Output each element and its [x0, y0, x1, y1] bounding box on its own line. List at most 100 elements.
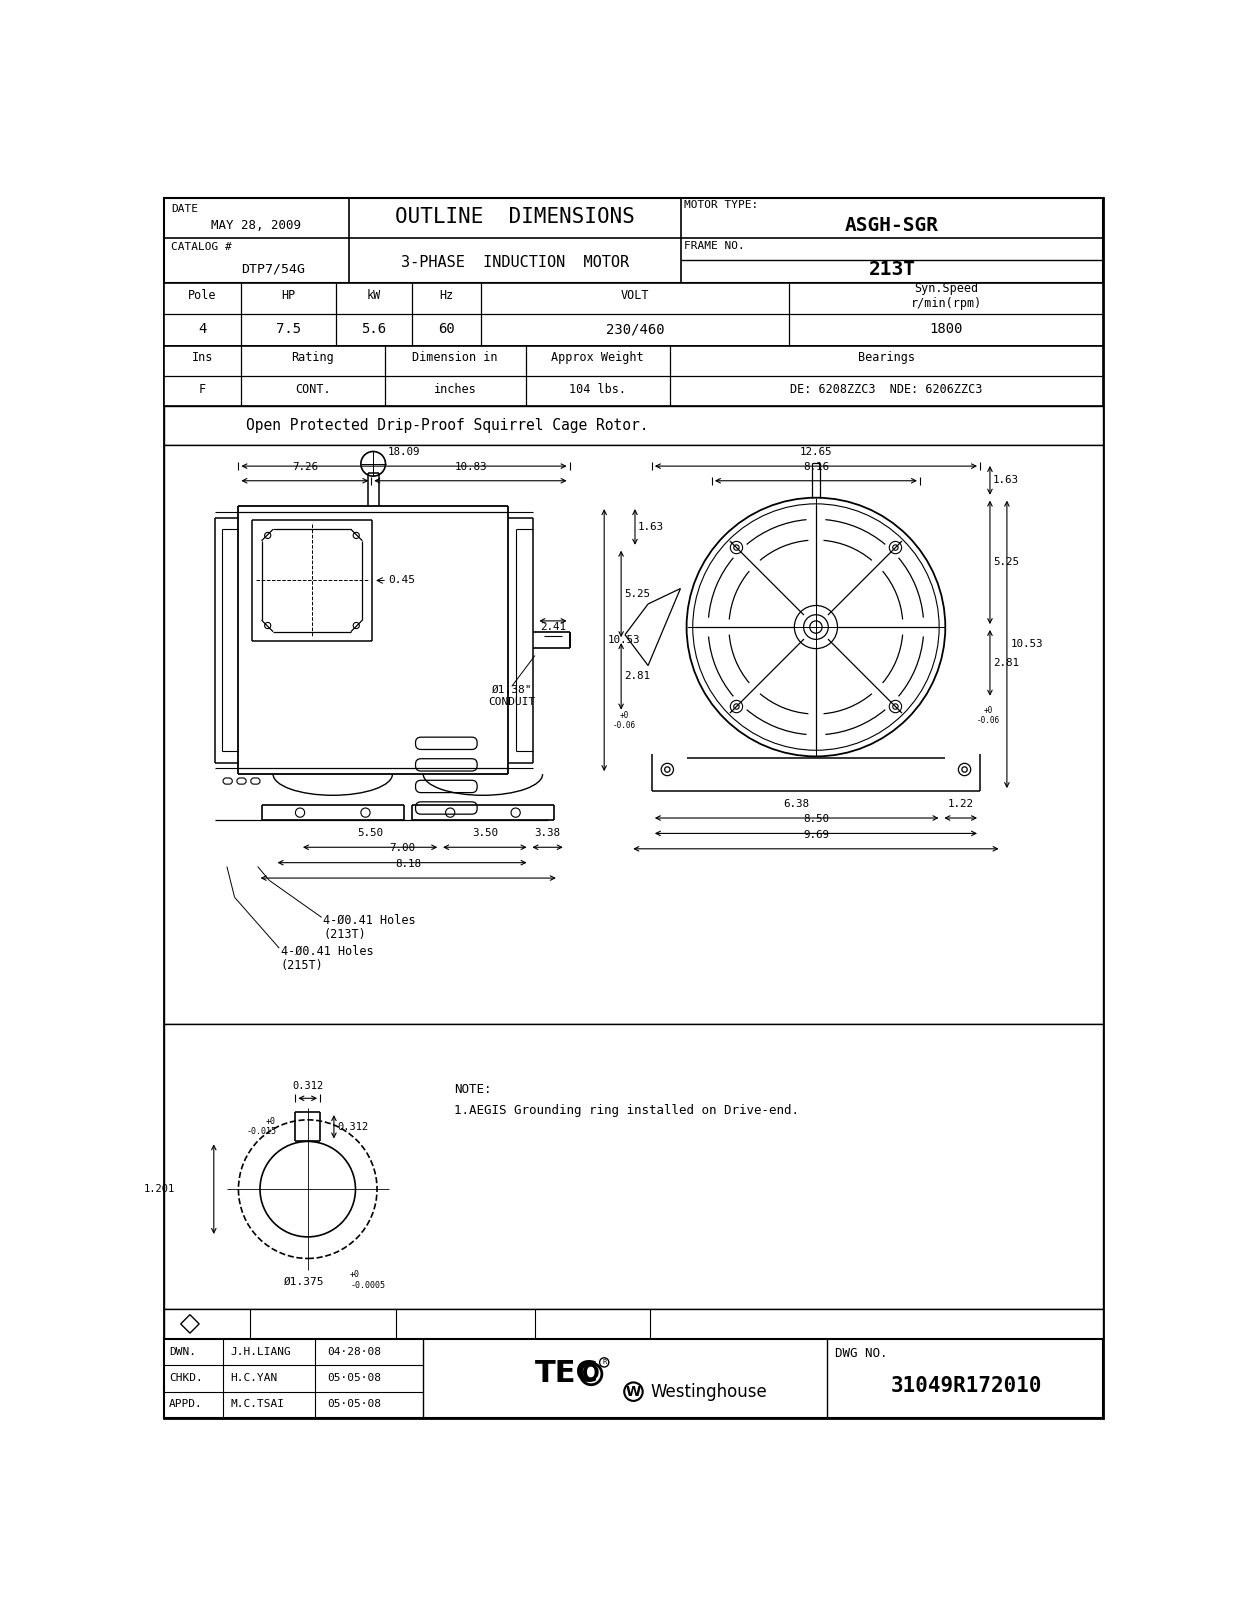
- Text: 1.63: 1.63: [993, 475, 1018, 485]
- Text: Ø1.38": Ø1.38": [492, 685, 531, 694]
- Text: 3.38: 3.38: [535, 829, 561, 838]
- FancyBboxPatch shape: [415, 738, 477, 749]
- Text: DWN.: DWN.: [169, 1347, 197, 1357]
- Text: W: W: [625, 1384, 641, 1398]
- Text: 2.81: 2.81: [624, 672, 650, 682]
- Text: 1.63: 1.63: [638, 522, 664, 531]
- Text: Ø1.375: Ø1.375: [283, 1277, 324, 1286]
- Text: Bearings: Bearings: [858, 350, 915, 365]
- Text: 12.65: 12.65: [800, 446, 832, 458]
- Text: 8.16: 8.16: [803, 461, 829, 472]
- Text: CONT.: CONT.: [295, 384, 330, 397]
- Text: 230/460: 230/460: [606, 322, 664, 336]
- Text: 1.22: 1.22: [948, 798, 974, 808]
- FancyBboxPatch shape: [222, 778, 232, 784]
- Text: 10.53: 10.53: [608, 635, 640, 645]
- Text: OUTLINE  DIMENSIONS: OUTLINE DIMENSIONS: [396, 208, 635, 227]
- Text: Dimension in: Dimension in: [413, 350, 498, 365]
- Text: DTP7/54G: DTP7/54G: [241, 262, 305, 275]
- Text: Pole: Pole: [188, 290, 216, 302]
- Text: 5.25: 5.25: [624, 589, 650, 598]
- Text: 18.09: 18.09: [388, 446, 420, 458]
- Text: 04·28·08: 04·28·08: [328, 1347, 381, 1357]
- Text: 0.312: 0.312: [337, 1122, 370, 1131]
- Text: inches: inches: [434, 384, 477, 397]
- Text: MOTOR TYPE:: MOTOR TYPE:: [685, 200, 759, 210]
- Text: 1.AEGIS Grounding ring installed on Drive-end.: 1.AEGIS Grounding ring installed on Driv…: [454, 1104, 798, 1117]
- FancyBboxPatch shape: [237, 778, 246, 784]
- Text: 4-Ø0.41 Holes: 4-Ø0.41 Holes: [281, 944, 373, 958]
- Text: 3.50: 3.50: [472, 829, 498, 838]
- Text: Westinghouse: Westinghouse: [650, 1382, 768, 1400]
- Text: FRAME NO.: FRAME NO.: [685, 242, 745, 251]
- Text: 2.81: 2.81: [993, 658, 1018, 667]
- Bar: [163, 1309, 1104, 1339]
- Text: Ins: Ins: [192, 350, 213, 365]
- Bar: [163, 1339, 1104, 1418]
- Text: Open Protected Drip-Proof Squirrel Cage Rotor.: Open Protected Drip-Proof Squirrel Cage …: [246, 418, 649, 434]
- Text: 213T: 213T: [869, 261, 916, 280]
- Text: 9.69: 9.69: [803, 829, 829, 840]
- Text: NOTE:: NOTE:: [454, 1083, 492, 1096]
- FancyBboxPatch shape: [415, 802, 477, 814]
- Text: VOLT: VOLT: [620, 290, 649, 302]
- Text: +0
-0.0005: +0 -0.0005: [350, 1270, 386, 1290]
- Text: kW: kW: [367, 290, 381, 302]
- Text: 0.312: 0.312: [292, 1080, 324, 1091]
- Text: 5.6: 5.6: [361, 322, 387, 336]
- Text: 5.50: 5.50: [357, 829, 383, 838]
- Bar: [163, 346, 1104, 406]
- Text: MAY 28, 2009: MAY 28, 2009: [211, 219, 302, 232]
- FancyBboxPatch shape: [415, 781, 477, 792]
- Text: DE: 6208ZZC3  NDE: 6206ZZC3: DE: 6208ZZC3 NDE: 6206ZZC3: [790, 384, 983, 397]
- Text: CHKD.: CHKD.: [169, 1373, 203, 1382]
- Text: +0
-0.015: +0 -0.015: [246, 1117, 276, 1136]
- Text: 4: 4: [198, 322, 206, 336]
- FancyBboxPatch shape: [251, 778, 260, 784]
- Bar: [163, 1024, 1104, 1309]
- Text: 31049R172010: 31049R172010: [890, 1376, 1042, 1397]
- Text: Approx Weight: Approx Weight: [551, 350, 644, 365]
- Text: APPD.: APPD.: [169, 1398, 203, 1410]
- Text: Hz: Hz: [439, 290, 454, 302]
- Text: H.C.YAN: H.C.YAN: [231, 1373, 278, 1382]
- Text: 7.26: 7.26: [292, 461, 318, 472]
- Text: HP: HP: [282, 290, 295, 302]
- Text: F: F: [199, 384, 206, 397]
- Text: DWG NO.: DWG NO.: [836, 1347, 887, 1360]
- Text: 8.18: 8.18: [396, 859, 421, 869]
- Bar: [163, 283, 1104, 346]
- Text: 2.41: 2.41: [540, 622, 566, 632]
- Text: R: R: [602, 1360, 607, 1365]
- Text: +0
-0.06: +0 -0.06: [613, 710, 635, 730]
- Text: 0.45: 0.45: [388, 576, 415, 586]
- Text: Rating: Rating: [292, 350, 334, 365]
- Text: (215T): (215T): [281, 958, 324, 971]
- Text: 10.83: 10.83: [454, 461, 487, 472]
- Text: 7.5: 7.5: [276, 322, 302, 336]
- Text: 5.25: 5.25: [993, 557, 1018, 568]
- Text: 1800: 1800: [929, 322, 963, 336]
- Text: ASGH-SGR: ASGH-SGR: [845, 216, 939, 235]
- Bar: [163, 198, 1104, 283]
- Text: J.H.LIANG: J.H.LIANG: [231, 1347, 292, 1357]
- Text: 10.53: 10.53: [1011, 640, 1043, 650]
- Text: 05·05·08: 05·05·08: [328, 1373, 381, 1382]
- Text: +0
-0.06: +0 -0.06: [976, 706, 1000, 725]
- Text: 104 lbs.: 104 lbs.: [569, 384, 627, 397]
- Text: DATE: DATE: [172, 203, 199, 214]
- Text: 4-Ø0.41 Holes: 4-Ø0.41 Holes: [323, 914, 415, 926]
- Text: TEC: TEC: [535, 1360, 598, 1389]
- Bar: [163, 445, 1104, 1024]
- Text: 7.00: 7.00: [389, 843, 415, 853]
- Text: Syn.Speed
r/min(rpm): Syn.Speed r/min(rpm): [911, 282, 981, 310]
- Text: (213T): (213T): [323, 928, 366, 941]
- Text: 60: 60: [438, 322, 455, 336]
- Bar: [163, 406, 1104, 445]
- Text: 6.38: 6.38: [784, 798, 810, 808]
- Text: 8.50: 8.50: [803, 814, 829, 824]
- Text: CATALOG #: CATALOG #: [172, 243, 232, 253]
- Text: 05·05·08: 05·05·08: [328, 1398, 381, 1410]
- Polygon shape: [180, 1315, 199, 1333]
- Text: 3-PHASE  INDUCTION  MOTOR: 3-PHASE INDUCTION MOTOR: [400, 256, 629, 270]
